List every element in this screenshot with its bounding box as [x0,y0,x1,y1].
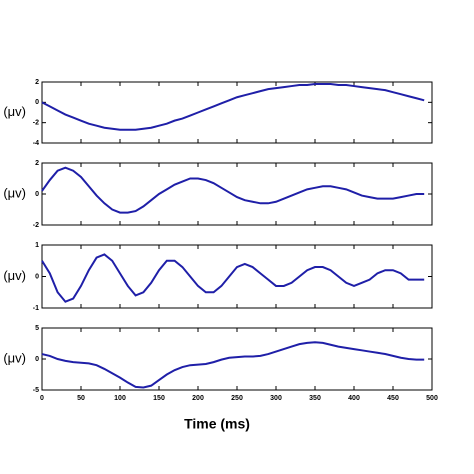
y-tick-label: 5 [35,325,39,332]
plot-frame [41,162,433,226]
x-tick-label: 500 [426,395,438,402]
y-tick-label: 0 [35,191,39,198]
y-axis-label: (μv) [3,185,26,200]
x-tick-label: 0 [40,395,44,402]
series-line [41,253,425,303]
y-tick-label: -4 [33,140,39,147]
y-axis-label: (μv) [3,104,26,119]
y-tick-label: -5 [33,387,39,394]
y-tick-label: -2 [33,120,39,127]
x-tick-label: 350 [309,395,321,402]
x-tick-label: 250 [231,395,243,402]
y-tick-label: 1 [35,242,39,249]
x-tick-label: 450 [387,395,399,402]
x-tick-label: 400 [348,395,360,402]
x-tick-label: 100 [114,395,126,402]
series-line [41,341,425,389]
series-line [41,83,425,131]
x-tick-label: 200 [192,395,204,402]
x-tick-label: 50 [77,395,85,402]
y-tick-label: 2 [35,79,39,86]
y-tick-label: 2 [35,160,39,167]
x-axis-label: Time (ms) [184,416,250,432]
y-tick-label: 0 [35,356,39,363]
y-tick-label: 0 [35,99,39,106]
x-tick-label: 150 [153,395,165,402]
y-tick-label: -2 [33,222,39,229]
x-tick-label: 300 [270,395,282,402]
y-axis-label: (μv) [3,350,26,365]
series-line [41,166,425,214]
plot-frame [41,327,433,391]
y-axis-label: (μv) [3,268,26,283]
plot-frame [41,81,433,144]
y-tick-label: -1 [33,305,39,312]
y-tick-label: 0 [35,273,39,280]
